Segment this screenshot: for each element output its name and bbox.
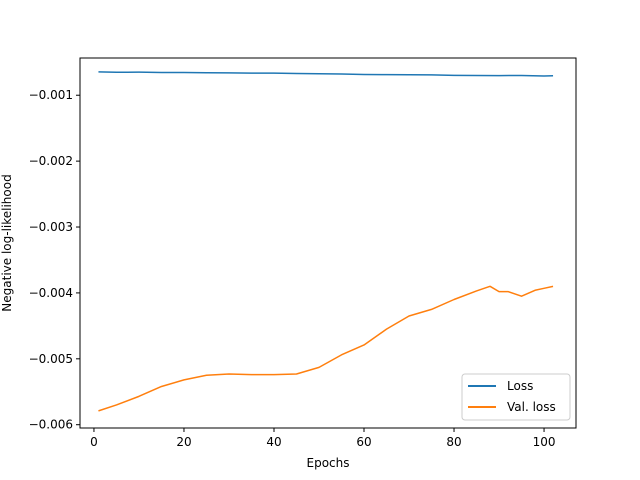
x-tick-label: 0 (90, 435, 98, 449)
x-tick-label: 60 (356, 435, 371, 449)
y-tick-label: −0.002 (29, 154, 73, 168)
x-axis-label: Epochs (307, 456, 350, 470)
y-tick-label: −0.003 (29, 220, 73, 234)
series-line-loss (98, 71, 554, 77)
legend: Loss Val. loss (461, 373, 571, 421)
y-tick-label: −0.005 (29, 352, 73, 366)
x-axis-ticks: 0 20 40 60 80 100 (90, 428, 555, 449)
y-tick-label: −0.001 (29, 88, 73, 102)
y-axis-ticks: −0.006 −0.005 −0.004 −0.003 −0.002 −0.001 (29, 88, 80, 432)
series-layer (98, 71, 554, 412)
plot-frame (79, 57, 577, 429)
plot-area (80, 58, 576, 428)
x-tick-label: 80 (446, 435, 461, 449)
x-tick-label: 100 (533, 435, 556, 449)
legend-label-val-loss: Val. loss (507, 400, 556, 414)
x-tick-label: 20 (176, 435, 191, 449)
x-tick-label: 40 (266, 435, 281, 449)
y-tick-label: −0.006 (29, 418, 73, 432)
y-tick-label: −0.004 (29, 286, 73, 300)
series-line-val-loss (98, 285, 554, 412)
y-axis-label: Negative log-likelihood (0, 174, 14, 311)
legend-label-loss: Loss (507, 379, 533, 393)
